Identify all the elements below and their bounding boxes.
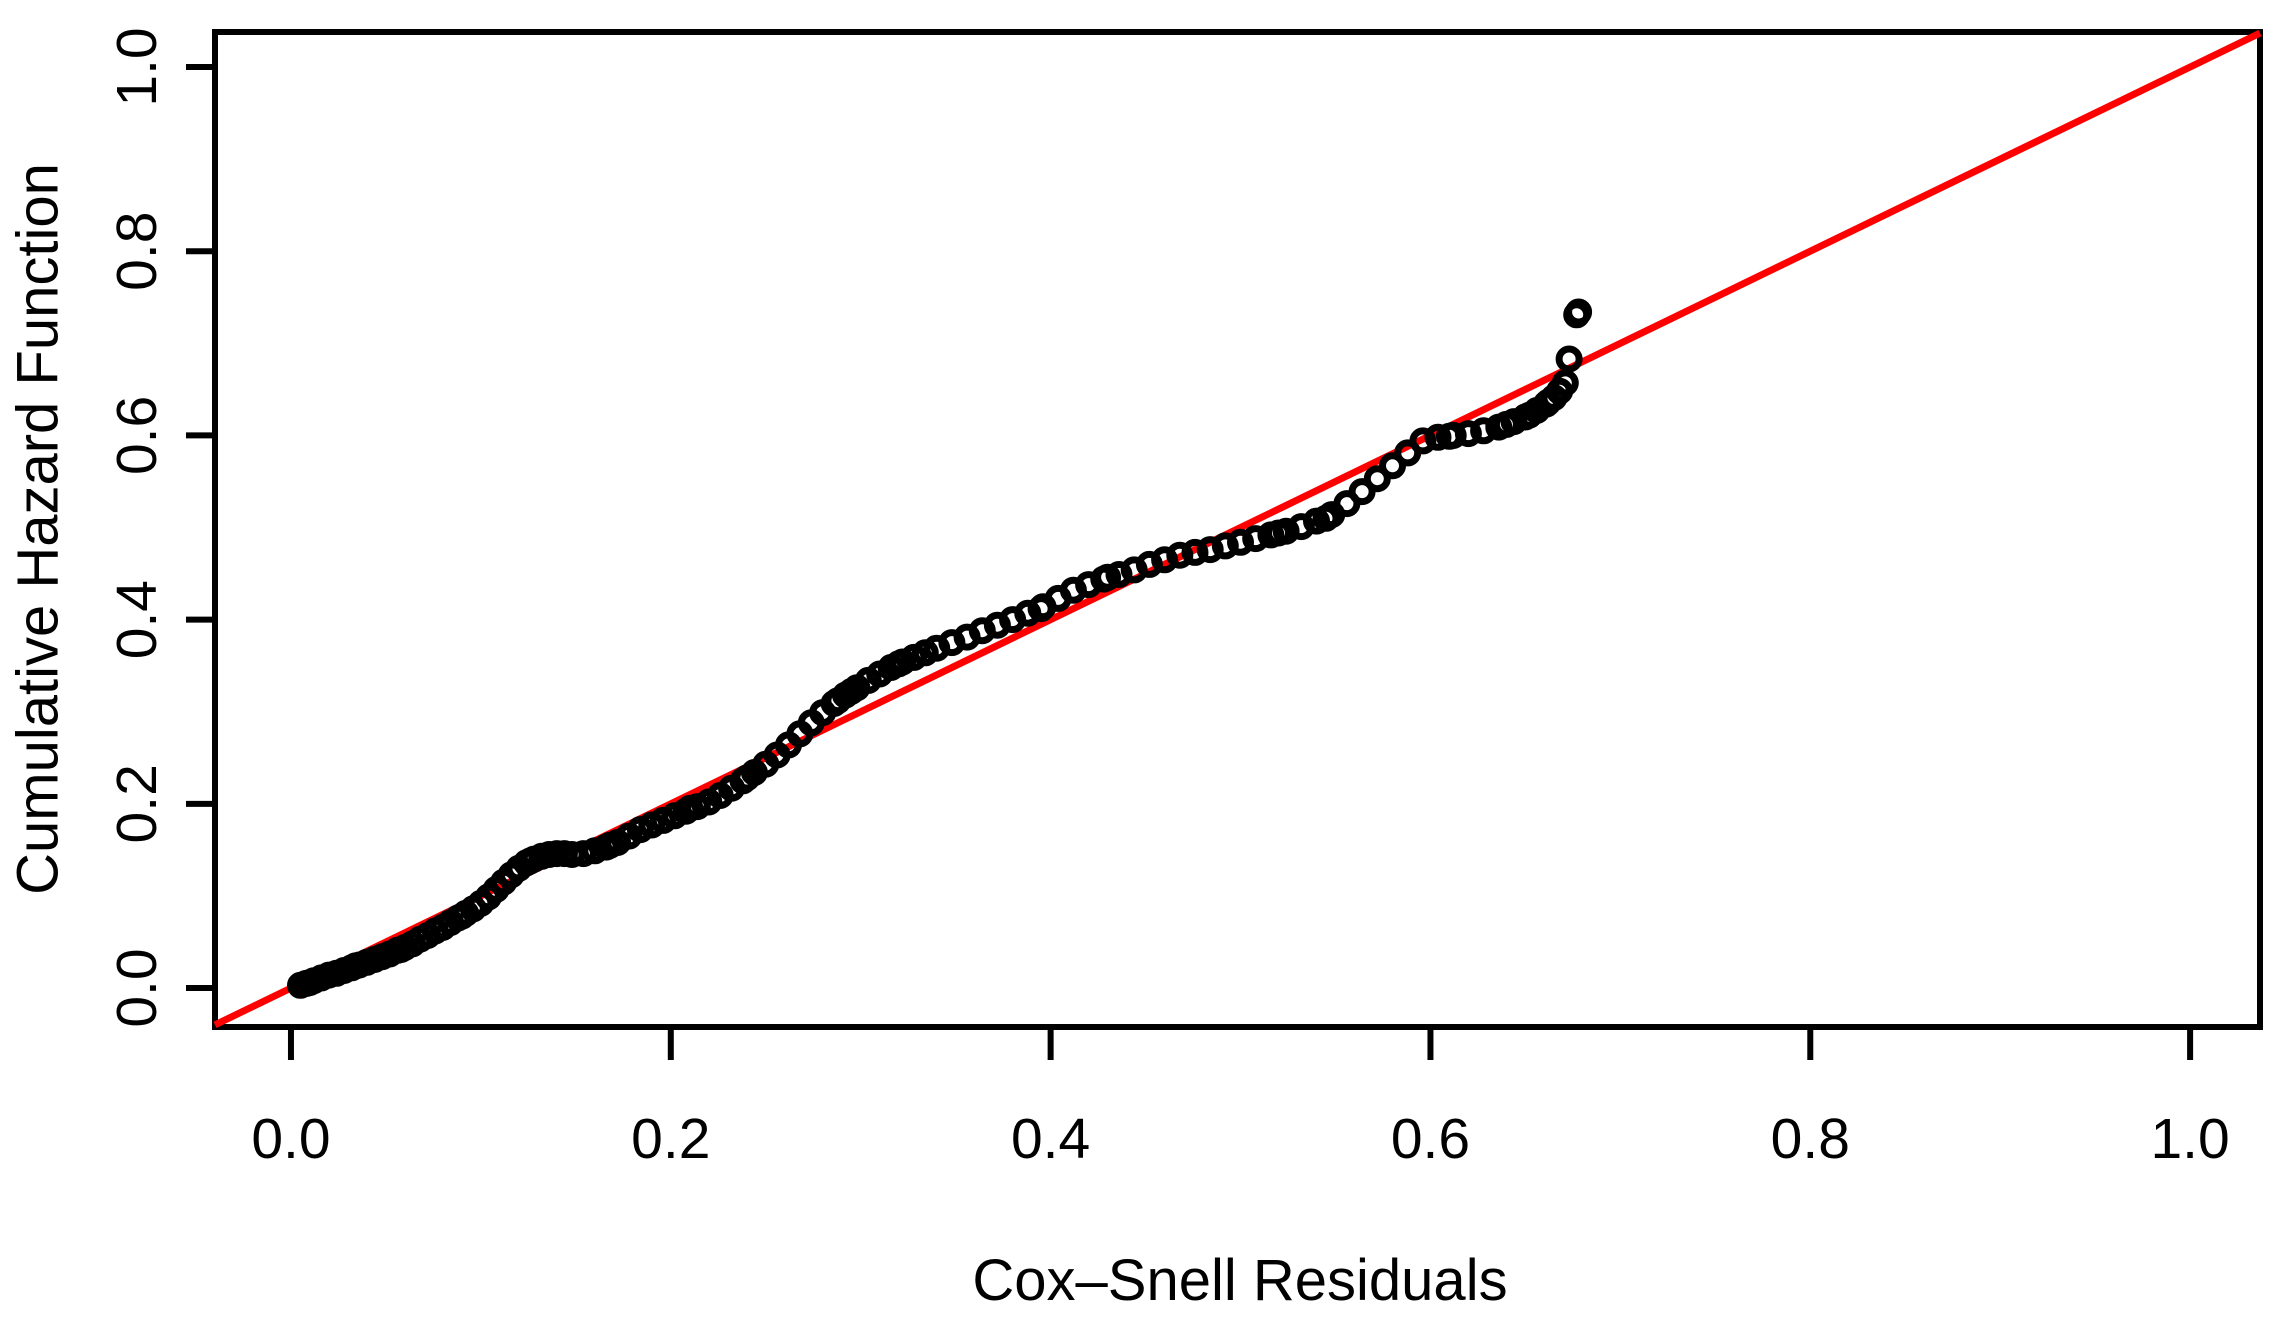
y-axis-tick-label: 0.0 bbox=[105, 948, 169, 1027]
data-point bbox=[1409, 427, 1437, 455]
data-point bbox=[1348, 478, 1376, 506]
data-point bbox=[1454, 420, 1482, 448]
data-point bbox=[1551, 369, 1579, 397]
data-point bbox=[1363, 465, 1391, 493]
y-axis-tick-label: 0.4 bbox=[105, 580, 169, 659]
data-point bbox=[1227, 528, 1254, 556]
y-axis-tick-label: 0.8 bbox=[105, 212, 169, 291]
data-point bbox=[1565, 298, 1593, 326]
data-point bbox=[1555, 345, 1583, 373]
x-axis-tick-label: 1.0 bbox=[2150, 1107, 2229, 1171]
x-axis-tick-label: 0.0 bbox=[251, 1107, 330, 1171]
data-point bbox=[1181, 538, 1209, 566]
data-point bbox=[1166, 541, 1194, 569]
data-point bbox=[1424, 423, 1452, 451]
x-axis-tick-label: 0.8 bbox=[1771, 1107, 1850, 1171]
plot-border bbox=[212, 29, 2263, 1030]
data-point bbox=[1379, 452, 1406, 480]
x-axis-title: Cox–Snell Residuals bbox=[972, 1248, 1507, 1313]
x-axis-tick-label: 0.2 bbox=[631, 1107, 710, 1171]
data-point bbox=[1196, 536, 1224, 564]
data-point bbox=[1439, 421, 1467, 449]
data-point bbox=[1211, 532, 1239, 560]
y-axis-tick-label: 0.2 bbox=[105, 764, 169, 843]
x-axis-tick-label: 0.6 bbox=[1391, 1107, 1470, 1171]
x-axis-tick-label: 0.4 bbox=[1011, 1107, 1090, 1171]
data-point bbox=[1470, 417, 1498, 445]
y-axis-tick-label: 0.6 bbox=[105, 396, 169, 475]
y-axis-tick-label: 1.0 bbox=[105, 27, 169, 106]
y-axis-title: Cumulative Hazard Function bbox=[6, 163, 71, 895]
data-point bbox=[1242, 525, 1270, 553]
